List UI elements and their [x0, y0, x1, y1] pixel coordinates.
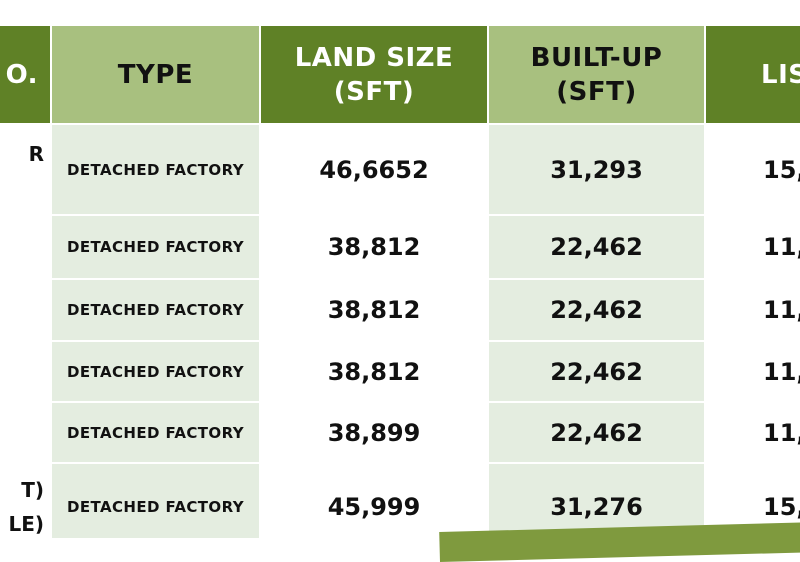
- header-no: O.: [0, 26, 50, 123]
- row-1-list: 15,7: [706, 125, 800, 214]
- row-5-type: DETACHED FACTORY: [52, 403, 259, 462]
- row-6-no-text: T) LE): [8, 473, 44, 539]
- row-1-no: R: [0, 125, 50, 214]
- header-list: LIST: [706, 26, 800, 123]
- row-4-built-up: 22,462: [489, 342, 704, 401]
- row-5-list: 11,3: [706, 403, 800, 462]
- row-1-land-size: 46,6652: [261, 125, 487, 214]
- row-2-built-up: 22,462: [489, 216, 704, 278]
- property-listing-table: O. TYPE LAND SIZE (SFT) BUILT-UP (SFT) L…: [0, 26, 800, 538]
- row-4-type: DETACHED FACTORY: [52, 342, 259, 401]
- header-type-label: TYPE: [117, 59, 194, 90]
- header-land-size-text: LAND SIZE (SFT): [295, 41, 454, 109]
- row-4-no: [0, 342, 50, 401]
- header-built-up-line2: (SFT): [556, 76, 637, 107]
- header-list-label: LIST: [761, 59, 800, 90]
- header-built-up-text: BUILT-UP (SFT): [531, 41, 663, 109]
- row-6-no-line2: LE): [8, 511, 44, 536]
- row-2-land-size: 38,812: [261, 216, 487, 278]
- row-3-land-size: 38,812: [261, 280, 487, 340]
- row-2-type: DETACHED FACTORY: [52, 216, 259, 278]
- row-3-built-up: 22,462: [489, 280, 704, 340]
- header-land-size-line1: LAND SIZE: [294, 42, 454, 73]
- row-6-land-size: 45,999: [261, 464, 487, 538]
- row-2-no: [0, 216, 50, 278]
- row-5-land-size: 38,899: [261, 403, 487, 462]
- row-1-no-text: R: [28, 142, 44, 166]
- header-built-up-line1: BUILT-UP: [530, 42, 663, 73]
- header-land-size-line2: (SFT): [333, 76, 415, 107]
- row-1-type: DETACHED FACTORY: [52, 125, 259, 214]
- table-grid: O. TYPE LAND SIZE (SFT) BUILT-UP (SFT) L…: [0, 26, 800, 538]
- row-3-type: DETACHED FACTORY: [52, 280, 259, 340]
- row-6-type: DETACHED FACTORY: [52, 464, 259, 538]
- row-4-list: 11,3: [706, 342, 800, 401]
- header-built-up: BUILT-UP (SFT): [489, 26, 704, 123]
- row-6-built-up: 31,276: [489, 464, 704, 538]
- row-4-land-size: 38,812: [261, 342, 487, 401]
- row-3-list: 11,3: [706, 280, 800, 340]
- row-5-built-up: 22,462: [489, 403, 704, 462]
- row-6-no-line1: T): [21, 477, 44, 502]
- header-no-label: O.: [5, 59, 38, 90]
- header-type: TYPE: [52, 26, 259, 123]
- row-1-built-up: 31,293: [489, 125, 704, 214]
- row-5-no: [0, 403, 50, 462]
- row-6-no: T) LE): [0, 464, 50, 538]
- row-2-list: 11,3: [706, 216, 800, 278]
- header-land-size: LAND SIZE (SFT): [261, 26, 487, 123]
- row-3-no: [0, 280, 50, 340]
